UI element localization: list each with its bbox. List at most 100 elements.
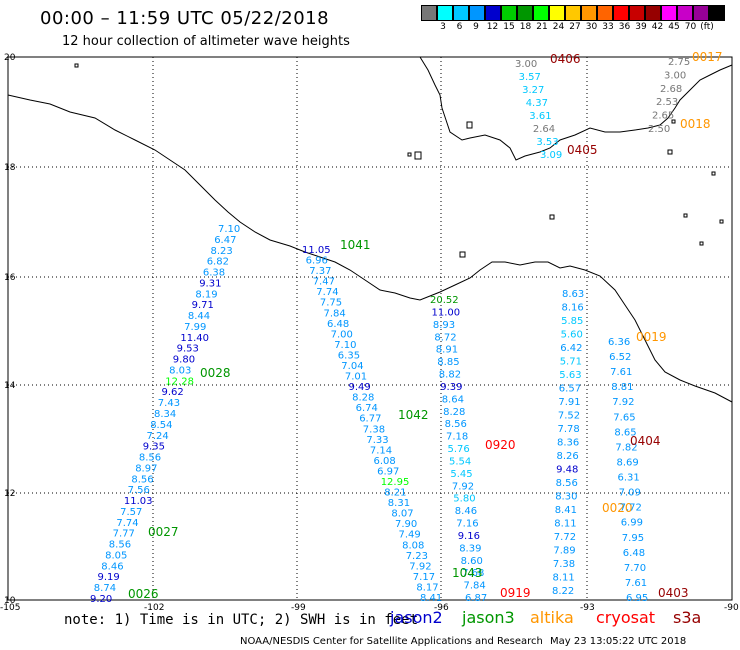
wave-height-label: 8.56 (556, 478, 578, 489)
wave-height-label: 9.39 (440, 382, 462, 393)
wave-height-label: 5.54 (449, 456, 471, 467)
wave-height-label: 6.35 (338, 351, 360, 362)
wave-height-label: 2.65 (652, 111, 674, 122)
wave-height-label: 8.11 (553, 573, 575, 584)
x-tick: -99 (291, 603, 306, 613)
wave-height-label: 9.80 (173, 355, 195, 366)
colorbar-swatch (549, 5, 565, 21)
wave-height-label: 8.21 (384, 488, 406, 499)
wave-height-label: 7.72 (554, 532, 576, 543)
colorbar-label: (ft) (700, 22, 714, 32)
wave-height-label: 9.62 (162, 387, 184, 398)
wave-height-label: 8.56 (445, 419, 467, 430)
y-tick: 16 (4, 273, 16, 283)
wave-height-label: 8.17 (416, 583, 438, 594)
wave-height-label: 8.72 (434, 332, 456, 343)
wave-height-label: 5.85 (561, 316, 583, 327)
wave-height-label: 8.08 (402, 540, 424, 551)
wave-height-label: 8.41 (555, 505, 577, 516)
y-tick: 20 (4, 53, 16, 63)
wave-height-label: 9.53 (177, 344, 199, 355)
wave-height-label: 8.23 (211, 246, 233, 257)
pass-time-label: 0919 (500, 586, 531, 600)
wave-height-label: 7.57 (120, 507, 142, 518)
wave-height-label: 6.38 (203, 268, 225, 279)
wave-height-label: 7.16 (456, 519, 478, 530)
wave-height-label: 7.92 (452, 481, 474, 492)
x-tick: -102 (144, 603, 164, 613)
wave-height-label: 7.24 (147, 431, 169, 442)
wave-height-label: 8.19 (195, 289, 217, 300)
wave-height-label: 3.00 (515, 59, 537, 70)
colorbar-swatch (677, 5, 693, 21)
y-tick: 14 (4, 381, 16, 391)
wave-height-label: 7.56 (128, 485, 150, 496)
wave-height-label: 7.91 (558, 397, 580, 408)
pass-time-label: 0028 (200, 366, 231, 380)
wave-height-label: 7.78 (558, 424, 580, 435)
wave-height-label: 6.87 (465, 593, 487, 604)
x-tick: -93 (580, 603, 595, 613)
wave-height-label: 7.47 (313, 277, 335, 288)
pass-time-label: 0027 (148, 525, 179, 539)
wave-height-label: 6.97 (377, 467, 399, 478)
pass-time-label: 0406 (550, 52, 581, 66)
wave-height-label: 8.81 (611, 382, 633, 393)
legend-s3a: s3a (673, 608, 702, 627)
colorbar-label: 39 (635, 22, 647, 32)
y-tick: 18 (4, 163, 16, 173)
footnote: note: 1) Time is in UTC; 2) SWH is in fe… (64, 612, 419, 628)
wave-height-label: 7.89 (553, 546, 575, 557)
coastline-gulf (419, 56, 733, 161)
pass-time-label: 1042 (398, 408, 429, 422)
wave-height-label: 5.71 (560, 357, 582, 368)
wave-height-label: 8.26 (557, 451, 579, 462)
colorbar-label: 9 (473, 22, 479, 32)
colorbar-label: 45 (668, 22, 680, 32)
wave-height-label: 8.69 (617, 458, 639, 469)
wave-height-label: 9.19 (98, 572, 120, 583)
pass-time-label: 0020 (602, 501, 633, 515)
wave-height-label: 8.85 (437, 357, 459, 368)
map-frame (7, 56, 733, 601)
wave-height-label: 7.61 (625, 578, 647, 589)
colorbar-swatch (533, 5, 549, 21)
wave-height-label: 6.52 (609, 352, 631, 363)
wave-height-label: 7.92 (409, 561, 431, 572)
wave-height-label: 8.03 (169, 366, 191, 377)
wave-height-label: 9.31 (199, 278, 221, 289)
legend-jason2: jason2 (390, 608, 443, 627)
wave-height-label: 9.16 (458, 531, 480, 542)
y-tick: 10 (4, 596, 16, 606)
wave-height-label: 2.68 (660, 84, 682, 95)
colorbar-label: 12 (486, 22, 499, 32)
wave-height-label: 8.82 (439, 370, 461, 381)
colorbar-swatch (645, 5, 661, 21)
wave-height-label: 5.76 (448, 444, 470, 455)
colorbar-swatch (661, 5, 677, 21)
wave-height-label: 6.77 (359, 414, 381, 425)
y-axis-ticks: 20 18 16 14 12 10 (4, 53, 16, 606)
wave-height-label: 8.97 (135, 463, 157, 474)
page-subtitle: 12 hour collection of altimeter wave hei… (62, 34, 350, 49)
pass-time-label: 0018 (680, 117, 711, 131)
wave-height-label: 7.77 (113, 529, 135, 540)
wave-height-label: 2.75 (668, 57, 690, 68)
wave-height-label: 11.03 (124, 496, 153, 507)
colorbar-labels: 3 6 9 12 15 18 21 24 27 30 33 36 39 42 45 70 (ft) (421, 22, 740, 36)
wave-height-label: 8.36 (557, 438, 579, 449)
wave-height-label: 6.31 (618, 473, 640, 484)
wave-height-label: 7.49 (399, 530, 421, 541)
wave-height-label: 8.31 (388, 498, 410, 509)
colorbar-label: 42 (651, 22, 664, 32)
wave-height-colorbar (421, 5, 725, 21)
pass-time-label: 0403 (658, 586, 689, 600)
colorbar-swatch (565, 5, 581, 21)
wave-height-label: 5.60 (561, 330, 583, 341)
legend-altika: altika (530, 608, 574, 627)
wave-height-label: 7.92 (612, 397, 634, 408)
wave-height-label: 6.74 (356, 403, 378, 414)
wave-height-label: 9.20 (90, 594, 112, 605)
wave-height-label: 8.46 (455, 506, 477, 517)
